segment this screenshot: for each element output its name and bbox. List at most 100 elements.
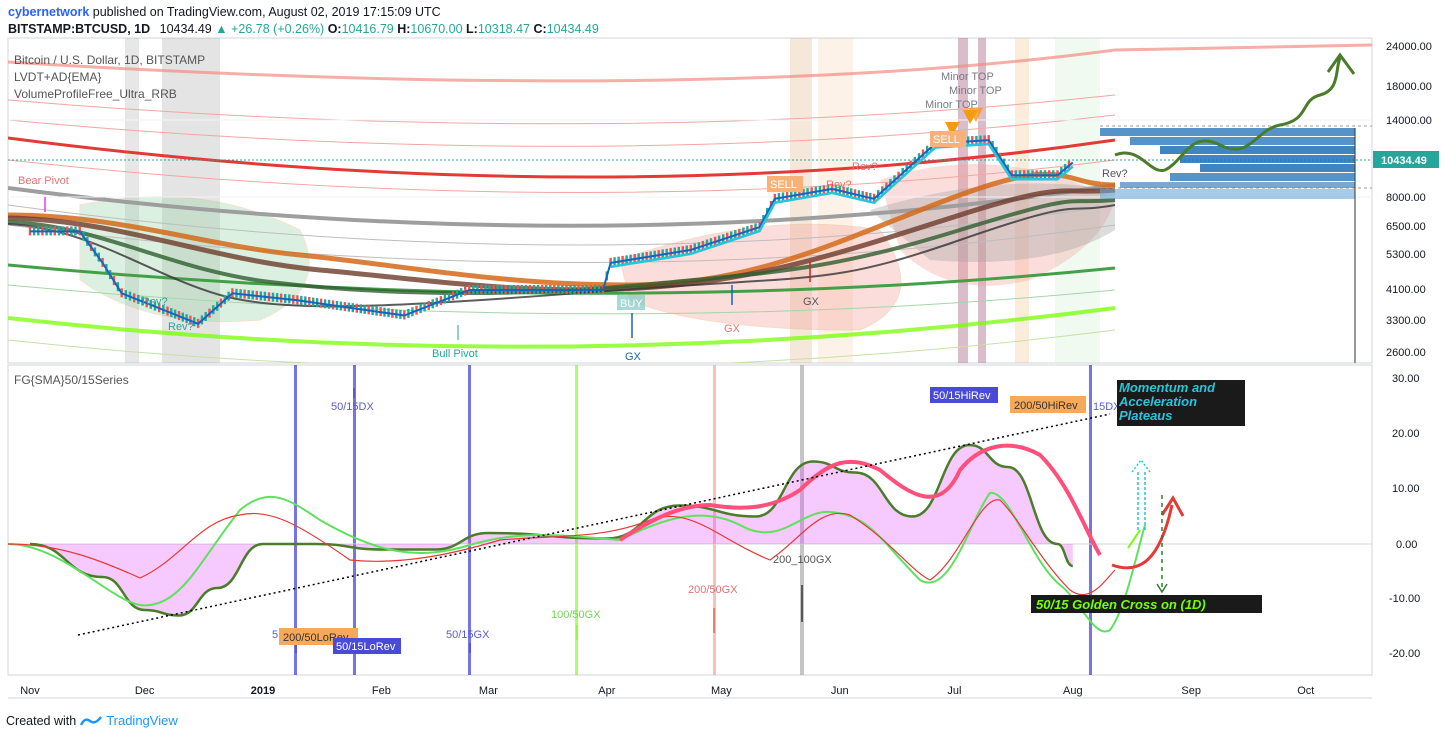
momentum-box [1117,380,1245,426]
cloud-red [619,223,902,331]
volume-profile [1100,128,1356,363]
close-label: C: [533,22,547,36]
price-tick: 14000.00 [1386,115,1432,127]
vp-bar [1100,189,1355,199]
last-price: 10434.49 [159,22,212,36]
bear-pivot-label: Bear Pivot [18,175,69,187]
sell-label-1: SELL [770,179,797,191]
hi-rev-50-15-badge [930,387,998,403]
high-label: H: [397,22,411,36]
time-tick: Jul [947,685,961,697]
time-tick: Oct [1297,685,1314,697]
bull-pivot-label: Bull Pivot [432,348,478,360]
sell-badge-2 [930,131,966,147]
lo-rev-50-15-badge [333,638,401,654]
vp-bar [1170,173,1355,181]
band-orange-1 [790,38,812,363]
label-200-50gx: 200/50GX [688,584,738,596]
main-pane: Bear Pivot Bull Pivot Rev? Rev? Rev? Rev… [8,38,1372,363]
arc-grey-2 [8,204,1116,246]
green-arrow [1127,529,1141,549]
created-with-text: Created with [6,713,77,728]
price-tick: 5300.00 [1386,249,1426,261]
price-tick: 18000.00 [1386,81,1432,93]
red-arrow-head [1160,495,1185,517]
vp-bar [1180,155,1355,163]
gx-label-2: GX [724,323,741,335]
event-line [294,365,297,675]
low-label: L: [466,22,478,36]
rev-label-4: Rev? [826,179,852,191]
osc-tick: -10.00 [1389,593,1420,605]
osc-tick: 10.00 [1392,483,1420,495]
open-label: O: [327,22,342,36]
price-tick: 4100.00 [1386,284,1426,296]
rev-label-2: Rev? [168,321,194,333]
band-mauve-1 [958,38,968,363]
hi-rev-200-50-label: 200/50HiRev [1014,400,1078,412]
price-axis: 24000.00 18000.00 14000.00 8000.00 6500.… [1386,41,1432,359]
vp-bar [1120,182,1355,188]
osc-hot-line [618,443,1102,557]
label-100-50gx: 100/50GX [551,609,601,621]
event-line [713,365,716,675]
time-tick: Nov [20,685,40,697]
quote-line: BITSTAMP:BTCUSD, 1D 10434.49 ▲ +26.78 (+… [8,22,599,36]
time-tick: Apr [598,685,615,697]
top-marker-1 [945,122,960,136]
time-tick: Jun [831,685,849,697]
main-pane-frame [7,37,1373,364]
osc-tick: -20.00 [1389,648,1420,660]
tradingview-link[interactable]: TradingView [106,713,178,728]
gx-label-3: GX [803,296,820,308]
sell-label-2: SELL [933,134,960,146]
symbol-name: BITSTAMP:BTCUSD, 1D [8,22,151,36]
projection-path [1114,57,1342,172]
time-tick: 2019 [251,685,275,697]
time-tick: Mar [479,685,498,697]
published-text: published on TradingView.com, August 02,… [92,5,441,19]
arc-grey-main [8,183,1116,228]
time-axis: Nov Dec 2019 Feb Mar Apr May Jun Jul Aug Sep Oct [20,685,1314,697]
last-price-badge-text: 10434.49 [1381,155,1427,167]
price-tick: 3300.00 [1386,315,1426,327]
high-value: 10670.00 [410,22,463,36]
osc-pane-frame [7,364,1373,676]
label-200-100gx: 200_100GX [773,554,832,566]
event-line [353,365,356,675]
time-tick: Sep [1181,685,1201,697]
event-line [468,365,471,675]
rev-label-5: Rev? [1102,168,1128,180]
cyan-arrow-head [1131,458,1151,473]
osc-axis: 30.00 20.00 10.00 0.00 -10.00 -20.00 [1389,373,1420,660]
arc-red-3 [8,114,1116,147]
osc-legend: FG{SMA}50/15Series [14,373,129,387]
band-mauve-2 [978,38,986,363]
main-legend-1: Bitcoin / U.S. Dollar, 1D, BITSTAMP [14,53,205,67]
price-tick: 6500.00 [1386,221,1426,233]
arc-red-2 [8,94,1116,125]
osc-green-line [8,492,1146,633]
osc-fill [30,445,1073,616]
main-legend-3: VolumeProfileFree_Ultra_RRB [14,87,177,101]
publish-info: cybernetwork published on TradingView.co… [8,5,441,19]
minor-top-2: Minor TOP [949,85,1002,97]
band-orange-3 [1015,38,1029,363]
osc-red-line [8,499,1116,596]
osc-tick: 0.00 [1396,539,1417,551]
rev-label-3: Rev? [852,161,878,173]
golden-cross-label: 50/15 Golden Cross on (1D) [1036,597,1206,612]
price-tick: 2600.00 [1386,347,1426,359]
author-link[interactable]: cybernetwork [8,5,90,19]
low-value: 10318.47 [477,22,530,36]
ma-dark-green [8,198,1116,296]
gx-label-1: GX [625,351,642,363]
label-50-15gx: 50/15GX [446,629,490,641]
close-value: 10434.49 [546,22,599,36]
arc-green-main [8,306,1116,349]
last-price-badge [1373,151,1439,168]
minor-top-1: Minor TOP [941,71,994,83]
vp-bar [1100,128,1355,136]
price-tick: 24000.00 [1386,41,1432,53]
